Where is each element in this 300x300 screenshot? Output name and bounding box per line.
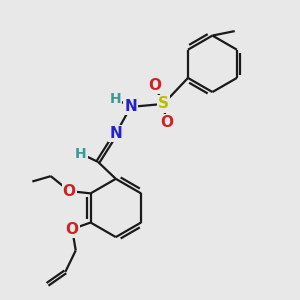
Text: N: N xyxy=(124,99,137,114)
Text: O: O xyxy=(148,78,161,93)
Text: O: O xyxy=(160,115,173,130)
Text: O: O xyxy=(66,222,79,237)
Text: H: H xyxy=(75,147,87,160)
Text: N: N xyxy=(110,126,122,141)
Text: O: O xyxy=(63,184,76,199)
Text: H: H xyxy=(110,92,121,106)
Text: S: S xyxy=(158,96,169,111)
